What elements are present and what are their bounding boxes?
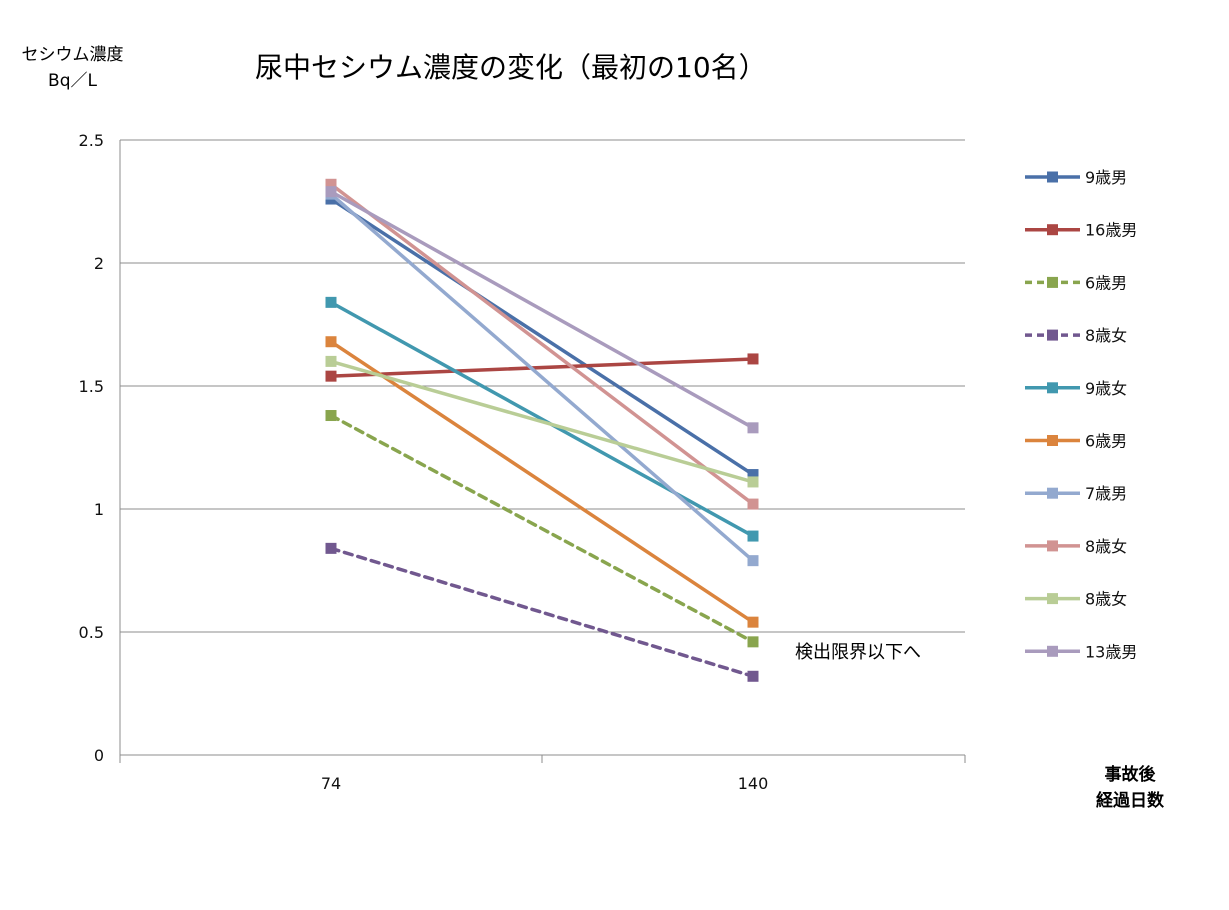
series-point	[747, 616, 759, 628]
legend-label: 8歳女	[1085, 590, 1127, 609]
legend-label: 8歳女	[1085, 537, 1127, 556]
legend-marker	[1047, 540, 1058, 552]
legend-label: 9歳男	[1085, 168, 1127, 187]
legend-marker	[1047, 487, 1058, 499]
series-point	[325, 370, 337, 382]
series-point	[325, 542, 337, 554]
series-point	[325, 336, 337, 348]
legend: 9歳男 16歳男 6歳男 8歳女 9歳女 6歳男 7歳男 8歳女 8歳女 13歳男	[1025, 168, 1137, 661]
legend-marker	[1047, 593, 1058, 605]
series-point	[747, 498, 759, 510]
legend-label: 8歳女	[1085, 326, 1127, 345]
legend-label: 6歳男	[1085, 432, 1127, 451]
legend-marker	[1047, 645, 1058, 657]
series-point	[325, 410, 337, 422]
series-point	[747, 476, 759, 488]
series-point	[747, 469, 759, 481]
legend-marker	[1047, 435, 1058, 446]
legend-marker	[1047, 276, 1058, 288]
x-tick-label: 74	[321, 774, 341, 793]
series-point	[747, 422, 759, 434]
y-tick-label: 0	[94, 746, 104, 765]
series-point	[747, 530, 759, 542]
y-axis-label-line1: セシウム濃度	[21, 45, 124, 65]
legend-marker	[1047, 329, 1058, 341]
axis-layer: 0 0.5 1 1.5 2 2.5 74 140	[79, 131, 966, 793]
legend-label: 13歳男	[1085, 642, 1137, 661]
y-tick-label: 1.5	[79, 377, 104, 396]
y-axis-label: セシウム濃度 Bq／L	[0, 42, 145, 94]
x-axis-label-line2: 経過日数	[1096, 791, 1164, 811]
series-point	[325, 355, 337, 367]
series-line	[329, 300, 755, 538]
legend-marker	[1047, 382, 1058, 394]
y-tick-label: 2	[94, 254, 104, 273]
series-layer	[325, 178, 759, 682]
legend-label: 16歳男	[1085, 221, 1137, 240]
legend-marker	[1047, 224, 1058, 236]
grid-layer	[120, 139, 965, 633]
y-axis-label-line2: Bq／L	[48, 71, 97, 91]
series-line	[329, 182, 755, 506]
series-point	[325, 178, 337, 190]
series-point	[325, 296, 337, 308]
annotation-detection-limit: 検出限界以下へ	[795, 642, 921, 663]
series-point	[747, 636, 759, 648]
series-line	[329, 339, 755, 624]
legend-label: 7歳男	[1085, 484, 1127, 503]
y-tick-label: 1	[94, 500, 104, 519]
legend-label: 6歳男	[1085, 273, 1127, 292]
series-point	[747, 670, 759, 682]
series-line	[329, 189, 755, 430]
series-point	[747, 555, 759, 567]
legend-marker	[1047, 171, 1058, 183]
x-axis-label-line1: 事故後	[1104, 765, 1156, 785]
series-line	[329, 197, 755, 477]
series-line	[329, 359, 755, 484]
x-tick-label: 140	[738, 774, 769, 793]
x-axis-label: 事故後 経過日数	[1070, 762, 1190, 814]
y-tick-label: 2.5	[79, 131, 104, 150]
series-point	[325, 186, 337, 198]
series-line	[329, 413, 755, 644]
series-line	[329, 192, 755, 563]
series-line	[329, 546, 755, 679]
series-line	[329, 357, 755, 378]
series-point	[747, 353, 759, 365]
chart-title: 尿中セシウム濃度の変化（最初の10名）	[255, 51, 767, 84]
y-tick-label: 0.5	[79, 623, 104, 642]
legend-label: 9歳女	[1085, 379, 1127, 398]
